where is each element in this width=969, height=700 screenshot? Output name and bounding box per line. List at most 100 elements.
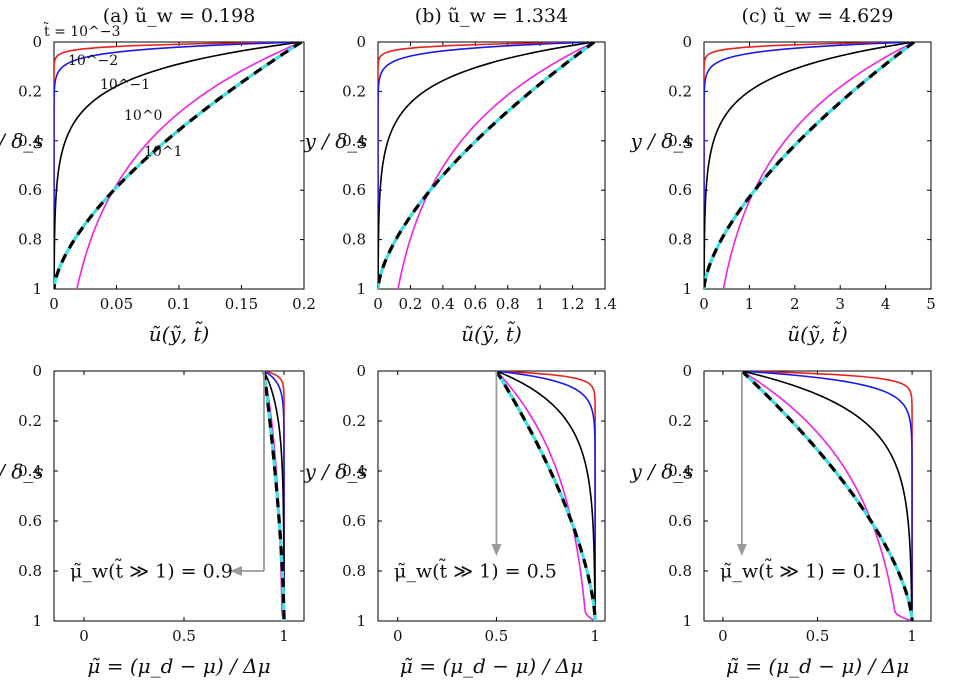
series-group [495, 371, 597, 621]
series-t1e0 [741, 371, 913, 621]
panel-a-bottom: 0 0.5 1 0 0.2 0.4 0.6 0.8 1 y / δ_s μ̃ = (μ_d − μ)… [0, 362, 305, 678]
series-t1e0 [495, 371, 596, 621]
y-axis-label: y / δ_s [629, 129, 693, 153]
y-tick-label: 0.8 [342, 231, 366, 249]
series-steady-analytical [495, 371, 597, 621]
plot-frame [703, 41, 932, 290]
curve-label-t1e-3: t̃ = 10^−3 [44, 21, 121, 40]
y-tick-label: 0 [356, 33, 366, 51]
x-tick-label: 0.5 [485, 627, 509, 645]
curve-label-t1e1: 10^1 [144, 144, 182, 160]
curve-label-t1e0: 10^0 [124, 108, 162, 124]
y-tick-label: 0.6 [342, 181, 366, 199]
panel-c-top: 0 1 2 3 4 500.20.40.60.81y / δ_sũ(ỹ, t̃)(c) ũ… [629, 5, 935, 346]
x-tick-label: 0.2 [398, 295, 422, 313]
series-t1e-2 [704, 42, 915, 289]
series-t1e-1 [54, 42, 302, 289]
series-t1e-1 [704, 42, 915, 289]
x-axis-label: ũ(ỹ, t̃) [149, 320, 210, 346]
panel-title: (a) ũ_w = 0.198 [103, 5, 256, 27]
mu-w-arrow [736, 371, 747, 556]
y-tick-label: 1 [32, 280, 42, 298]
x-tick-label: 0.5 [806, 627, 830, 645]
y-tick-label: 0.8 [668, 231, 692, 249]
y-tick-label: 0 [682, 33, 692, 51]
x-tick-label: 0 [393, 627, 403, 645]
x-tick-label: 1.2 [561, 295, 585, 313]
x-tick-label: 0.1 [167, 295, 191, 313]
y-axis-label: y / δ_s [303, 460, 367, 484]
series-steady-analytical [378, 42, 596, 289]
y-tick-label: 0.8 [18, 231, 42, 249]
y-tick-label: 0.6 [668, 512, 692, 530]
series-group [740, 371, 914, 621]
x-axis-label: ũ(ỹ, t̃) [461, 320, 522, 346]
series-t1e-3 [378, 42, 595, 289]
series-t1e-3 [704, 42, 915, 289]
y-tick-label: 0.6 [18, 512, 42, 530]
y-tick-label: 0.6 [342, 512, 366, 530]
mu-w-note: μ̃_w(t̃ ≫ 1) = 0.5 [394, 559, 557, 582]
x-tick-label: 1.4 [593, 295, 617, 313]
x-tick-label: 1 [279, 627, 289, 645]
y-tick-label: 0.4 [342, 462, 366, 480]
panel-b-bottom: 0 0.5 1 0 0.2 0.4 0.6 0.8 1 y / δ_s μ̃ = (μ_d − μ)… [303, 362, 606, 678]
x-tick-label: 2 [790, 295, 800, 313]
series-steady-numerical [262, 371, 286, 621]
series-t1e-2 [54, 42, 302, 289]
y-tick-label: 1 [356, 612, 366, 630]
series-t1e-3 [741, 371, 913, 621]
series-t1e0 [76, 42, 302, 289]
x-tick-label: 0.05 [100, 295, 133, 313]
x-tick-label: 4 [881, 295, 891, 313]
series-steady-analytical [704, 42, 916, 289]
y-tick-label: 0 [682, 362, 692, 380]
mu-w-arrow [491, 371, 502, 556]
x-tick-label: 0.15 [225, 295, 258, 313]
y-tick-label: 1 [682, 280, 692, 298]
y-tick-label: 0.4 [18, 462, 42, 480]
panel-title: (c) ũ_w = 4.629 [742, 5, 894, 27]
series-t1e-3 [54, 42, 302, 289]
curve-label-t1e-1: 10^−1 [100, 77, 150, 93]
y-axis-label: y / δ_s [0, 460, 44, 484]
series-steady-analytical [54, 42, 303, 289]
x-tick-label: 3 [835, 295, 845, 313]
x-tick-label: 1 [590, 627, 600, 645]
y-tick-label: 0 [32, 362, 42, 380]
x-axis-label: μ̃ = (μ_d − μ) / Δμ [400, 654, 583, 678]
panel-title: (b) ũ_w = 1.334 [415, 5, 568, 27]
mu-w-note: μ̃_w(t̃ ≫ 1) = 0.9 [70, 559, 233, 582]
plot-frame [377, 370, 606, 622]
x-axis-label: μ̃ = (μ_d − μ) / Δμ [87, 654, 270, 678]
plot-frame [53, 370, 305, 622]
y-tick-label: 0.4 [668, 132, 692, 150]
x-tick-label: 0.2 [292, 295, 316, 313]
y-tick-label: 0.8 [668, 562, 692, 580]
x-axis-label: ũ(ỹ, t̃) [787, 320, 848, 346]
series-group [378, 42, 596, 289]
series-t1e-1 [378, 42, 595, 289]
series-steady-numerical [495, 371, 597, 621]
series-t1e-1 [496, 371, 596, 621]
series-group [262, 371, 286, 621]
panel-a-top: 0 0.05 0.1 0.15 0.2 0 0.2 0.4 0.6 0.8 1 y / δ_s ũ(ỹ,… [0, 5, 316, 346]
mu-w-note: μ̃_w(t̃ ≫ 1) = 0.1 [720, 559, 883, 582]
panel-b-top: 0 0.2 0.4 0.6 0.8 1 1.2 1.4 0 0.2 0.4 0.6 0.8 1 y / δ_… [303, 5, 616, 346]
y-tick-label: 1 [32, 612, 42, 630]
series-steady-analytical [740, 371, 914, 621]
y-tick-label: 0.4 [668, 462, 692, 480]
series-t1e-1 [741, 371, 913, 621]
series-group [54, 42, 303, 289]
x-tick-label: 0.5 [172, 627, 196, 645]
curve-label-t1e-2: 10^−2 [68, 53, 118, 69]
y-tick-label: 1 [682, 612, 692, 630]
series-steady-numerical [740, 371, 914, 621]
y-tick-label: 0.2 [342, 82, 366, 100]
series-t1e0 [722, 42, 915, 289]
y-tick-label: 0.6 [668, 181, 692, 199]
y-tick-label: 0.4 [18, 132, 42, 150]
series-t1e-2 [741, 371, 913, 621]
x-tick-label: 1 [535, 295, 545, 313]
x-axis-label: μ̃ = (μ_d − μ) / Δμ [726, 654, 909, 678]
